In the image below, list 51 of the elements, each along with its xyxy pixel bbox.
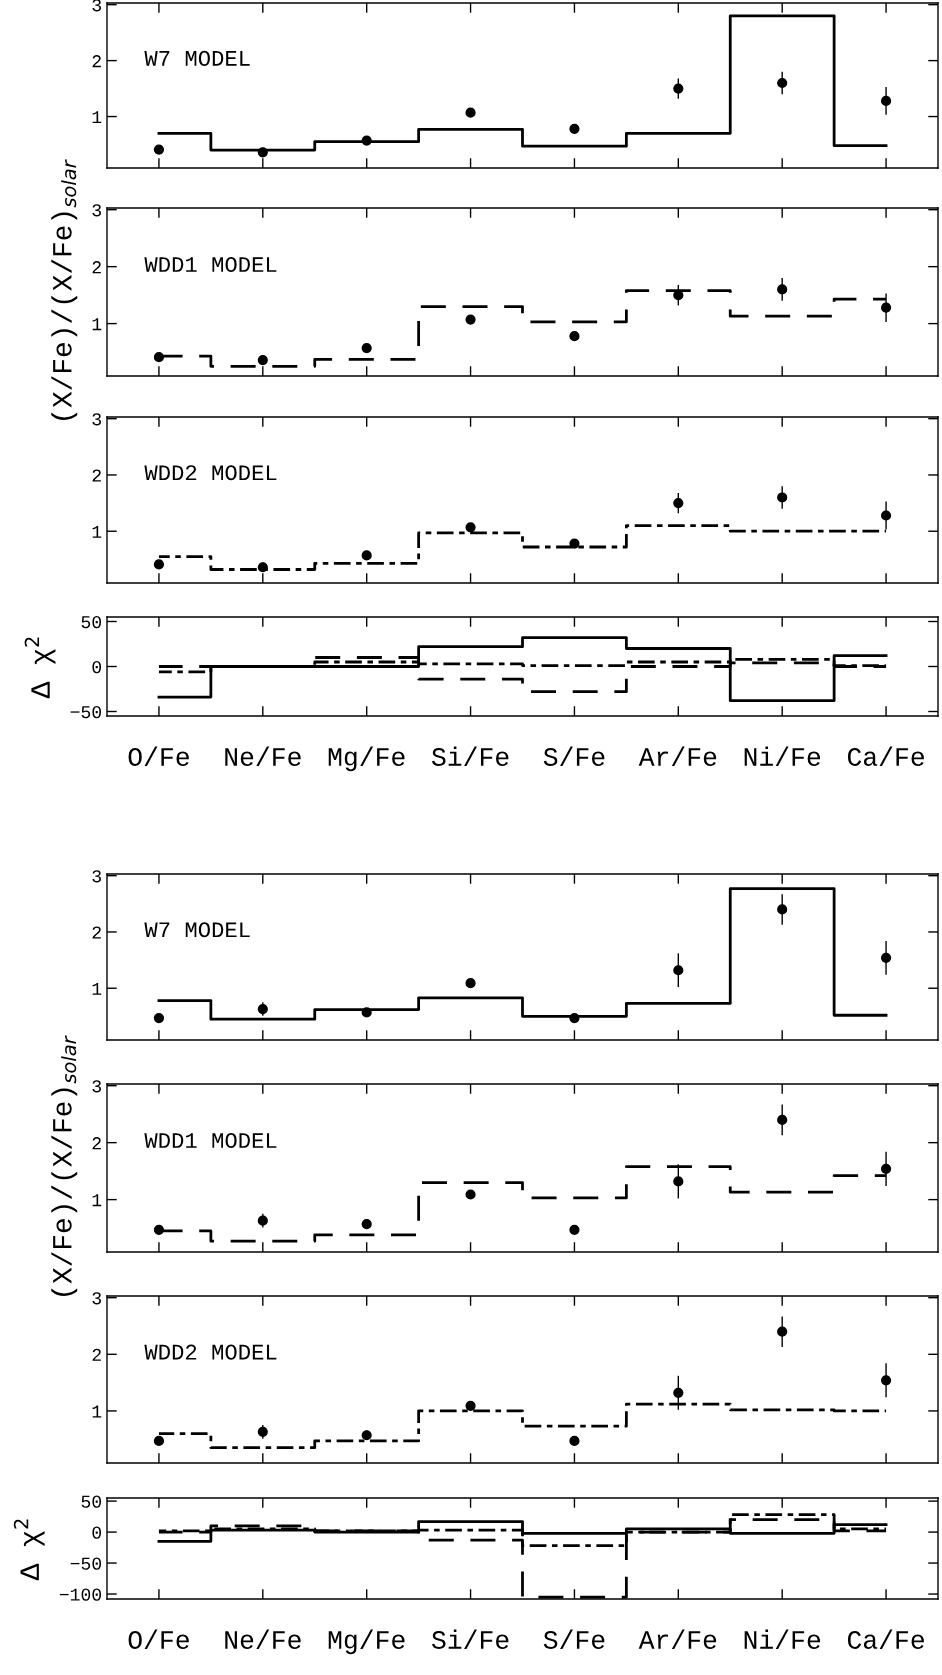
y-tick-label: 2 bbox=[92, 55, 101, 68]
y-tick-label: 2 bbox=[92, 469, 101, 482]
x-tick-label: Ca/Fe bbox=[847, 746, 924, 766]
y-tick-label: 3 bbox=[92, 0, 101, 12]
annotation: WDD2 MODEL bbox=[144, 1344, 277, 1360]
y-tick-label: 1 bbox=[92, 1405, 102, 1418]
y-tick-label: 0 bbox=[92, 660, 102, 674]
y-tick-label: 3 bbox=[92, 1292, 101, 1305]
y-tick-label: 3 bbox=[92, 413, 101, 426]
y-tick-label: 3 bbox=[92, 204, 101, 217]
annotation: WDD1 MODEL bbox=[144, 1132, 277, 1149]
y-tick-label: 1 bbox=[92, 318, 102, 331]
x-tick-label: Ar/Fe bbox=[638, 1629, 717, 1649]
x-tick-label: Ni/Fe bbox=[744, 1629, 821, 1649]
x-tick-label: Mg/Fe bbox=[328, 1629, 405, 1655]
x-tick-label: Ne/Fe bbox=[225, 746, 301, 766]
x-tick-label: O/Fe bbox=[128, 746, 189, 766]
y-tick-label: 50 bbox=[81, 615, 102, 629]
y-tick-label: 3 bbox=[92, 1080, 101, 1093]
x-tick-label: Si/Fe bbox=[431, 746, 509, 766]
y-tick-label: 1 bbox=[92, 111, 102, 124]
y-tick-label: 3 bbox=[92, 870, 101, 883]
y-tick-label: 2 bbox=[92, 261, 101, 274]
y-tick-label: 1 bbox=[92, 525, 102, 538]
y-tick-label: 2 bbox=[92, 926, 101, 939]
x-tick-label: Ni/Fe bbox=[744, 746, 821, 766]
y-axis-title: (X/Fe)/(X/Fe)$_{solar}$ bbox=[51, 159, 78, 420]
y-tick-label: 50 bbox=[81, 1495, 102, 1508]
y-tick-label: −50 bbox=[70, 705, 102, 719]
annotation: W7 MODEL bbox=[144, 922, 250, 938]
x-tick-label: Ne/Fe bbox=[225, 1629, 301, 1649]
y-tick-label: 1 bbox=[92, 982, 102, 995]
annotation: WDD1 MODEL bbox=[144, 256, 277, 273]
y-tick-label: 2 bbox=[92, 1348, 101, 1361]
x-tick-label: S/Fe bbox=[543, 746, 605, 766]
y-axis-title: Δ χ$^{2}$ bbox=[24, 637, 56, 699]
x-tick-label: Ca/Fe bbox=[847, 1629, 924, 1649]
annotation: W7 MODEL bbox=[144, 50, 250, 66]
y-tick-label: −50 bbox=[70, 1557, 102, 1570]
y-tick-label: 1 bbox=[92, 1194, 102, 1207]
x-tick-label: O/Fe bbox=[128, 1629, 189, 1649]
y-tick-label: 2 bbox=[92, 1137, 101, 1150]
x-tick-label: Si/Fe bbox=[431, 1629, 509, 1649]
x-tick-label: Ar/Fe bbox=[638, 746, 717, 766]
y-tick-label: −100 bbox=[59, 1588, 102, 1601]
y-tick-label: 0 bbox=[92, 1526, 102, 1539]
x-tick-label: S/Fe bbox=[543, 1629, 605, 1649]
x-tick-label: Mg/Fe bbox=[328, 746, 405, 772]
y-axis-title: Δ χ$^{2}$ bbox=[13, 1519, 45, 1581]
y-axis-title: (X/Fe)/(X/Fe)$_{solar}$ bbox=[51, 1035, 78, 1296]
annotation: WDD2 MODEL bbox=[144, 465, 277, 481]
